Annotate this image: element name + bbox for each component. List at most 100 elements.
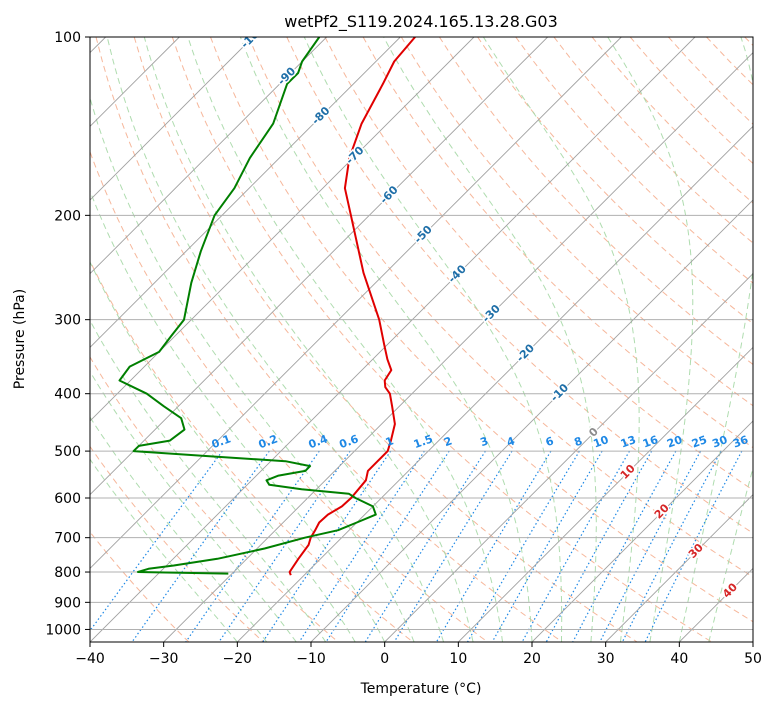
x-axis-ticks: −40 −30 −20 −10 0 10 20 30 40 50 [75,642,762,667]
moist-adiabat [708,466,753,642]
mixing-ratio-line [644,450,743,642]
y-tick-label: 500 [54,444,81,460]
mixing-ratio-line [545,450,653,642]
mixing-ratio-label: 13 [619,433,638,450]
isotherm-line [90,37,327,275]
mixing-ratio-label: 1.5 [412,432,435,451]
x-tick-label: −30 [149,651,179,667]
y-tick-label: 1000 [45,622,81,638]
mixing-ratio-line [185,450,320,642]
mixing-ratio-labels: 0.1 0.2 0.4 0.6 1 1.5 2 3 4 6 8 10 13 16 20 25 30 36 [210,432,750,451]
moist-adiabat [90,319,327,642]
isotherm-line [605,494,753,642]
moist-adiabat [303,37,563,642]
mixing-ratio-label: 3 [478,434,490,449]
moist-adiabat [187,37,503,642]
moist-adiabat [383,37,597,642]
dry-adiabat [438,37,753,366]
mixing-ratio-line [298,450,425,642]
y-tick-label: 900 [54,595,81,611]
y-axis-label: Pressure (hPa) [12,289,28,389]
dry-adiabat [90,150,488,642]
mixing-ratio-label: 6 [544,434,556,449]
isotherm-line [458,346,753,642]
moist-adiabat [90,370,297,642]
x-tick-label: 10 [449,651,467,667]
mixing-ratio-label: 1 [384,434,396,449]
dry-adiabat [90,356,339,642]
chart-title: wetPf2_S119.2024.165.13.28.G03 [284,12,558,32]
dry-adiabat [90,445,264,642]
dry-adiabat [477,37,753,325]
moist-adiabat [678,37,753,642]
mixing-ratio-line [572,450,677,642]
mixing-ratio-line [218,450,351,642]
isotherm-grid [90,37,753,642]
mixing-ratio-label: 25 [690,433,709,450]
mixing-ratio-line [491,450,603,642]
y-tick-label: 400 [54,387,81,403]
mixing-ratio-line [621,450,722,642]
mixing-ratio-label: 10 [592,433,611,451]
mixing-ratio-line [599,450,702,642]
isotherm-line [90,37,548,496]
mixing-ratio-label: 0.4 [307,432,330,451]
moist-adiabat [482,37,640,642]
x-axis-label: Temperature (°C) [360,681,482,697]
mixing-ratio-label: 36 [731,433,750,451]
x-tick-label: −20 [223,651,253,667]
mixing-ratio-line [521,450,631,642]
moist-adiabat [106,37,445,642]
moist-adiabat [90,189,386,642]
isotherm-line [90,37,401,348]
mixing-ratio-label: 4 [505,434,517,449]
dry-adiabat [248,37,753,578]
y-tick-label: 700 [54,531,81,547]
isotherm-line [90,37,696,642]
mixing-ratio-label: 0.6 [338,432,361,451]
moist-adiabat [239,37,533,642]
temperature-profile [288,37,416,576]
dry-adiabat [95,37,563,642]
mixing-ratio-label: 0.2 [257,432,280,451]
pressure-grid [90,37,753,630]
mixing-ratio-label: 16 [641,433,660,451]
x-tick-label: 30 [597,651,615,667]
isotherm-line [384,273,753,642]
moist-adiabat [607,37,694,642]
isotherm-line [90,37,254,201]
mixing-ratio-label: 20 [665,433,684,451]
isotherm-line [90,37,622,569]
x-tick-label: 50 [744,651,762,667]
isotherm-line [237,125,753,642]
x-tick-label: 40 [670,651,688,667]
moist-adiabat [90,416,268,642]
plot-area: -100-90-80-70-60-50-40-30-20-10010203040… [90,37,753,642]
y-tick-label: 600 [54,491,81,507]
dry-adiabat [210,37,753,623]
x-tick-label: −10 [296,651,326,667]
moist-adiabat [90,458,238,642]
isotherm-line [90,37,475,422]
y-axis-ticks: 100 200 300 400 500 600 700 800 900 1000 [45,30,90,638]
isotherm-line [310,199,753,642]
moist-adiabat [90,260,356,642]
x-tick-label: 0 [380,651,389,667]
y-tick-label: 800 [54,565,81,581]
dry-adiabat [171,37,712,642]
y-tick-label: 300 [54,313,81,329]
moist-adiabat [143,37,474,642]
x-tick-label: 20 [523,651,541,667]
mixing-ratio-label: 8 [572,434,584,449]
mixing-ratio-lines [90,450,743,642]
mixing-ratio-line [90,450,223,632]
profile-series [118,37,416,576]
dry-adiabat [133,37,638,642]
x-tick-label: −40 [75,651,105,667]
isotherm-line [531,420,753,642]
mixing-ratio-label: 0.1 [210,432,233,451]
mixing-ratio-label: 2 [442,434,454,449]
dewpoint-profile [118,37,377,575]
